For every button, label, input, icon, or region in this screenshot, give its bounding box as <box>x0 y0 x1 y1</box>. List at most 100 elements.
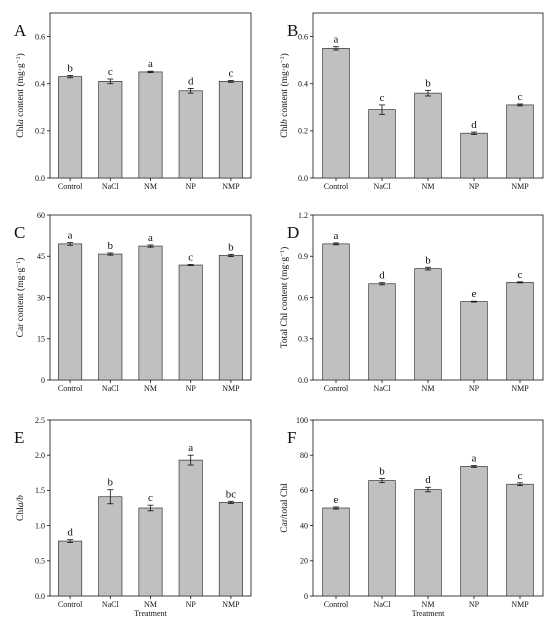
x-tick-label: NMP <box>222 384 240 393</box>
y-axis-label: Car content (mg·g−1) <box>15 258 27 338</box>
significance-letter: bc <box>226 488 237 500</box>
panel-letter: B <box>287 21 298 40</box>
significance-letter: a <box>472 453 477 465</box>
bar-np <box>178 264 203 381</box>
bar-np <box>460 466 488 597</box>
significance-letter: c <box>228 67 233 79</box>
x-tick-label: NM <box>144 600 157 609</box>
y-tick-label: 100 <box>296 416 308 425</box>
significance-letter: e <box>334 494 339 506</box>
y-tick-label: 0.2 <box>298 127 308 136</box>
significance-letter: c <box>518 470 523 482</box>
bar-nmp <box>506 483 534 597</box>
x-tick-label: NP <box>186 600 197 609</box>
y-tick-label: 1.2 <box>298 211 308 220</box>
x-tick-label: NaCl <box>374 600 392 609</box>
y-tick-label: 0.2 <box>35 127 45 136</box>
x-tick-label: Control <box>58 182 83 191</box>
bar-control <box>322 243 350 381</box>
x-tick-label: Control <box>324 384 349 393</box>
y-tick-label: 0.6 <box>35 32 45 41</box>
panel-letter: D <box>287 223 299 242</box>
bar-nacl <box>98 81 123 179</box>
x-tick-label: NM <box>144 384 157 393</box>
y-tick-label: 1.0 <box>35 521 45 530</box>
significance-letter: b <box>379 465 385 477</box>
y-tick-label: 60 <box>37 211 45 220</box>
bar-nacl <box>368 480 396 597</box>
bar-nacl <box>368 283 396 381</box>
bar-nmp <box>218 255 243 381</box>
y-tick-label: 0.0 <box>35 174 45 183</box>
x-tick-label: NP <box>186 182 197 191</box>
panel-letter: C <box>14 223 25 242</box>
bar-nacl <box>98 496 123 597</box>
x-tick-label: NaCl <box>374 182 392 191</box>
y-tick-label: 0.9 <box>298 252 308 261</box>
significance-letter: c <box>518 91 523 103</box>
significance-letter: a <box>68 230 73 242</box>
y-tick-label: 0.6 <box>298 32 308 41</box>
x-tick-label: Control <box>324 600 349 609</box>
bar-control <box>322 48 350 179</box>
y-tick-label: 0.5 <box>35 557 45 566</box>
x-tick-label: NM <box>422 384 435 393</box>
x-tick-label: NP <box>469 600 480 609</box>
y-tick-label: 0 <box>304 592 308 601</box>
bar-np <box>460 301 488 381</box>
y-tick-label: 0.4 <box>35 80 45 89</box>
y-tick-label: 0.0 <box>298 376 308 385</box>
significance-letter: b <box>425 254 431 266</box>
chart-panel-f: 0 20 40 60 80 100 e Control b NaCl d NM a NP c NMP F Car/… <box>280 416 544 618</box>
chart-panel-c: 0 15 30 45 60 a Control b NaCl a NM c NP b NMP C Car con… <box>14 211 252 393</box>
bar-np <box>460 132 488 179</box>
y-tick-label: 2.5 <box>35 416 45 425</box>
panel-letter: A <box>14 21 27 40</box>
significance-letter: b <box>108 477 114 489</box>
significance-letter: b <box>425 77 431 89</box>
significance-letter: a <box>334 230 339 242</box>
x-tick-label: NaCl <box>102 384 120 393</box>
y-axis-label: Chla/b <box>16 495 26 521</box>
significance-letter: a <box>334 34 339 46</box>
x-tick-label: NM <box>422 600 435 609</box>
significance-letter: b <box>108 240 114 252</box>
bar-nmp <box>218 81 243 179</box>
panel-letter: E <box>14 428 24 447</box>
chart-panel-e: 0.0 0.5 1.0 1.5 2.0 2.5 d Control b NaCl c NM a NP bc N… <box>14 416 252 618</box>
x-axis-label: Treatment <box>412 609 445 618</box>
bar-nmp <box>506 282 534 381</box>
y-tick-label: 2.0 <box>35 451 45 460</box>
y-tick-label: 0.4 <box>298 80 308 89</box>
x-tick-label: NM <box>144 182 157 191</box>
y-tick-label: 0.0 <box>298 174 308 183</box>
bar-nm <box>138 245 163 381</box>
x-tick-label: NMP <box>511 182 529 191</box>
y-tick-label: 60 <box>300 486 308 495</box>
y-tick-label: 0.3 <box>298 335 308 344</box>
significance-letter: d <box>471 119 477 131</box>
significance-letter: a <box>148 232 153 244</box>
y-axis-label: Car/total Chl <box>280 483 290 533</box>
bar-nacl <box>98 253 123 381</box>
significance-letter: a <box>188 442 193 454</box>
x-tick-label: Control <box>58 600 83 609</box>
bar-control <box>322 507 350 597</box>
x-tick-label: NaCl <box>102 182 120 191</box>
y-axis-label: Chlb content (mg·g−1) <box>279 53 291 138</box>
significance-letter: d <box>425 474 431 486</box>
x-tick-label: NM <box>422 182 435 191</box>
x-tick-label: NMP <box>222 600 240 609</box>
y-tick-label: 30 <box>37 293 45 302</box>
bar-nmp <box>506 104 534 179</box>
significance-letter: b <box>228 241 234 253</box>
significance-letter: b <box>67 62 73 74</box>
x-tick-label: NMP <box>511 600 529 609</box>
significance-letter: c <box>518 269 523 281</box>
chart-panel-b: 0.0 0.2 0.4 0.6 a Control c NaCl b NM d NP c NMP B Chlb… <box>279 12 544 191</box>
bar-control <box>58 76 83 179</box>
y-tick-label: 1.5 <box>35 486 45 495</box>
x-tick-label: NP <box>469 384 480 393</box>
bar-control <box>58 540 83 597</box>
